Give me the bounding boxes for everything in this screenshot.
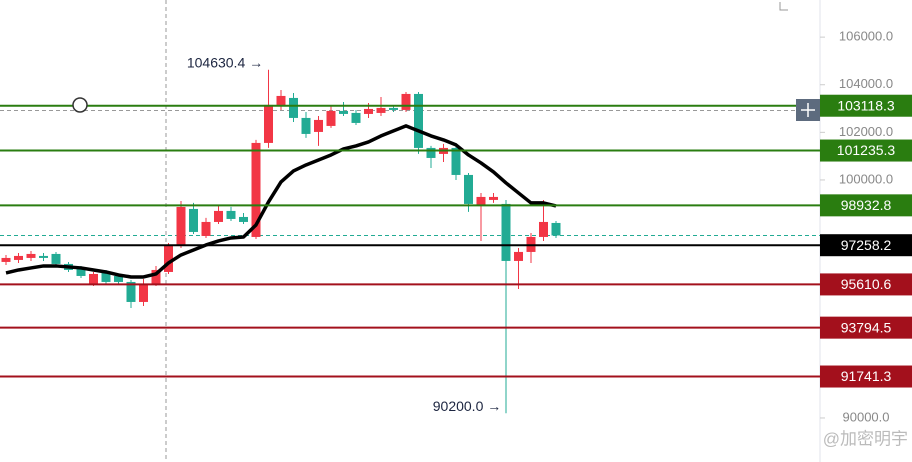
candle-body xyxy=(464,174,473,204)
candle-body xyxy=(414,93,423,148)
plot: 90000.0 100000.0 102000.0 104000.0 106000.0 xyxy=(0,29,912,424)
candle-body xyxy=(551,222,561,236)
candle-body xyxy=(451,147,461,175)
candle-body xyxy=(1,257,11,262)
candle-body xyxy=(226,210,236,219)
y-tick-label: 106000.0 xyxy=(839,29,893,44)
candle-body xyxy=(339,110,348,114)
candle-body xyxy=(51,253,61,264)
candle-body xyxy=(501,203,511,261)
candle-body xyxy=(126,281,136,302)
candle-body xyxy=(326,110,336,126)
candle-body xyxy=(514,251,523,261)
candle-body xyxy=(239,216,248,222)
candle-body xyxy=(26,253,36,258)
candle-body xyxy=(201,221,211,236)
level-label: 97258.2 xyxy=(841,237,892,253)
add-button[interactable] xyxy=(796,99,820,121)
level-label-bg xyxy=(820,273,912,296)
y-tick-label: 104000.0 xyxy=(839,76,893,91)
candle-body xyxy=(389,107,398,110)
candle-body xyxy=(539,221,548,237)
candle-body xyxy=(214,210,223,222)
moving-average xyxy=(5,124,557,279)
candle-body xyxy=(139,284,148,302)
candle-body xyxy=(489,196,498,200)
y-tick-label: 102000.0 xyxy=(839,124,893,139)
price-annotation: 104630.4 → xyxy=(187,54,263,70)
candle-body xyxy=(264,104,273,143)
candle-body xyxy=(101,271,111,282)
candle-body xyxy=(14,255,23,260)
candle-body xyxy=(364,108,373,114)
candle-body xyxy=(189,208,198,232)
candle-body xyxy=(301,117,311,134)
candle-body xyxy=(351,112,361,123)
drawing-handle[interactable] xyxy=(72,97,88,113)
candle-body xyxy=(164,245,173,272)
candle-body xyxy=(176,206,186,246)
level-label-bg xyxy=(820,316,912,339)
level-label: 95610.6 xyxy=(841,276,892,292)
level-label: 101235.3 xyxy=(837,142,896,158)
y-tick-label: 90000.0 xyxy=(843,409,890,424)
price-annotation: 90200.0 → xyxy=(433,398,502,414)
level-label: 103118.3 xyxy=(837,97,895,113)
candle-body xyxy=(314,119,323,132)
level-label-bg xyxy=(820,234,912,257)
watermark: @加密明宇 xyxy=(823,429,908,448)
candle-body xyxy=(251,142,261,237)
candle-body xyxy=(89,273,98,284)
level-label-bg xyxy=(820,365,912,388)
candle-body xyxy=(426,147,436,158)
candle-body xyxy=(76,267,86,276)
corner-icon[interactable] xyxy=(779,2,788,11)
level-label-bg xyxy=(820,94,912,117)
y-tick-label: 100000.0 xyxy=(839,171,893,186)
candle-body xyxy=(401,93,411,110)
candle-body xyxy=(376,107,386,113)
candle-body xyxy=(114,275,123,282)
level-label-bg xyxy=(820,194,912,217)
candle-body xyxy=(276,95,286,106)
candle-body xyxy=(39,255,48,258)
level-label-bg xyxy=(820,139,912,162)
candle-body xyxy=(151,269,161,284)
candle-body xyxy=(476,196,486,205)
level-label: 98932.8 xyxy=(841,197,892,213)
candle-body xyxy=(289,97,298,118)
level-label: 91741.3 xyxy=(841,368,892,384)
level-label: 93794.5 xyxy=(841,319,892,335)
